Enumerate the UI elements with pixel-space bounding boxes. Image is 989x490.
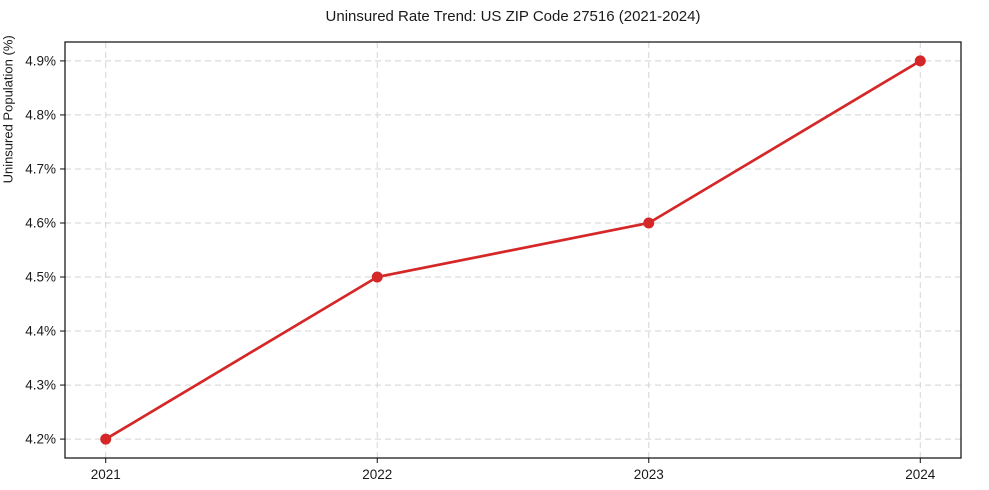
data-point-2021 [100,433,112,445]
trend-line [104,59,922,441]
y-tick-label: 4.2% [25,432,56,447]
x-tick-label: 2023 [634,467,664,482]
y-tick-label: 4.5% [25,270,56,285]
y-tick-label: 4.6% [25,215,56,230]
y-tick-label: 4.3% [25,378,56,393]
y-tick-label: 4.4% [25,324,56,339]
y-tick-label: 4.9% [25,53,56,68]
data-point-2024 [914,55,926,67]
y-tick-label: 4.8% [25,107,56,122]
y-axis-label: Uninsured Population (%) [0,35,16,184]
y-tick-label: 4.7% [25,161,56,176]
data-point-2022 [371,271,383,283]
chart-title: Uninsured Rate Trend: US ZIP Code 27516 … [325,8,701,25]
data-point-2023 [643,217,655,229]
x-tick-label: 2022 [362,467,392,482]
x-tick-label: 2024 [905,467,936,482]
x-tick-label: 2021 [91,467,121,482]
plot-border [64,41,962,459]
